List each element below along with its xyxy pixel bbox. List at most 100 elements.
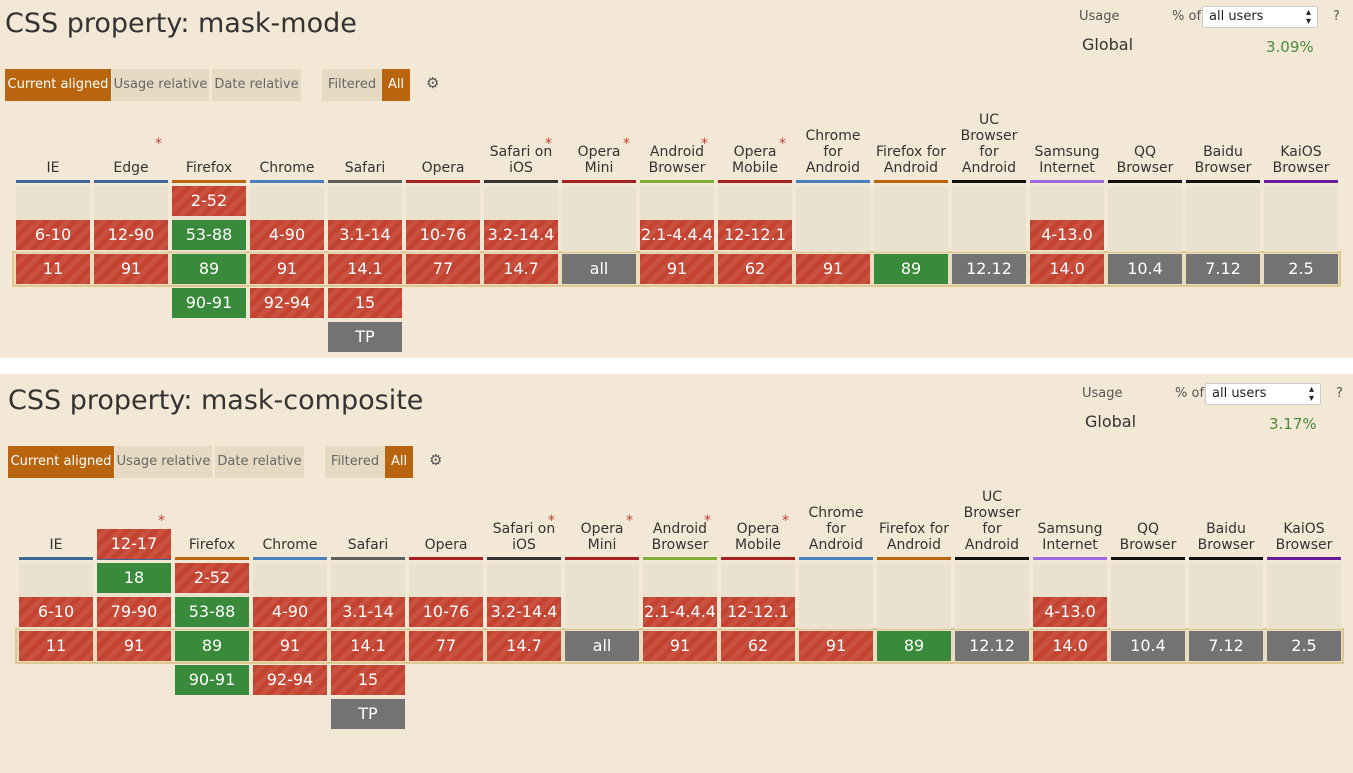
version-cell[interactable]: 91 — [97, 631, 171, 661]
version-cell[interactable]: 79-90 — [97, 597, 171, 627]
tab-usage-relative[interactable]: Usage relative — [115, 446, 212, 478]
version-cell[interactable]: 10-76 — [406, 220, 480, 250]
tab-usage-relative[interactable]: Usage relative — [112, 69, 209, 101]
version-cell[interactable]: TP — [331, 699, 405, 729]
version-cell[interactable]: 18 — [97, 563, 171, 593]
browser-name: Firefox — [185, 160, 233, 176]
asterisk-note-icon: * — [779, 136, 786, 152]
users-select[interactable]: all users ▴ ▾ — [1202, 6, 1318, 28]
tab-all[interactable]: All — [385, 446, 413, 478]
version-cell[interactable]: 91 — [643, 631, 717, 661]
version-cell[interactable]: 7.12 — [1186, 254, 1260, 284]
version-cell[interactable]: 89 — [874, 254, 948, 284]
version-cell[interactable]: 2.1-4.4.4 — [643, 597, 717, 627]
browser-name: Opera Mini — [577, 144, 621, 176]
version-cell[interactable]: 15 — [331, 665, 405, 695]
browser-name: Firefox for Android — [875, 144, 947, 176]
help-icon[interactable]: ? — [1336, 386, 1343, 401]
version-cell[interactable]: 12.12 — [955, 631, 1029, 661]
version-cell[interactable]: 14.0 — [1033, 631, 1107, 661]
version-cell[interactable]: 12-12.1 — [721, 597, 795, 627]
version-cell[interactable]: 3.1-14 — [331, 597, 405, 627]
asterisk-note-icon: * — [626, 513, 633, 529]
gear-icon[interactable]: ⚙ — [429, 451, 443, 469]
version-cell[interactable]: 10.4 — [1111, 631, 1185, 661]
global-usage-percent: 3.17% — [1269, 415, 1317, 433]
version-cell[interactable]: 4-13.0 — [1030, 220, 1104, 250]
help-icon[interactable]: ? — [1333, 9, 1340, 24]
browser-color-bar — [175, 557, 249, 560]
version-cell[interactable]: 77 — [406, 254, 480, 284]
tab-current-aligned[interactable]: Current aligned — [8, 446, 114, 478]
browser-name: Opera — [421, 160, 465, 176]
browser-color-bar — [718, 180, 792, 183]
version-cell[interactable]: 90-91 — [175, 665, 249, 695]
version-cell[interactable]: 91 — [253, 631, 327, 661]
version-cell[interactable]: 53-88 — [175, 597, 249, 627]
version-cell[interactable]: 15 — [328, 288, 402, 318]
version-cell[interactable]: 3.2-14.4 — [487, 597, 561, 627]
version-cell[interactable]: 91 — [640, 254, 714, 284]
version-cell[interactable]: 14.7 — [484, 254, 558, 284]
version-cell[interactable]: 2-52 — [172, 186, 246, 216]
version-cell[interactable]: 6-10 — [19, 597, 93, 627]
version-cell[interactable]: 7.12 — [1189, 631, 1263, 661]
browser-color-bar — [16, 180, 90, 183]
users-select[interactable]: all users ▴ ▾ — [1205, 383, 1321, 405]
version-cell[interactable]: 89 — [877, 631, 951, 661]
version-cell[interactable]: 91 — [799, 631, 873, 661]
feature-panel: CSS property: mask-composite Usage% of all… — [0, 374, 1353, 773]
version-cell[interactable]: 2.1-4.4.4 — [640, 220, 714, 250]
browser-header: Opera Mini * — [562, 112, 636, 176]
version-cell[interactable]: 12-12.1 — [718, 220, 792, 250]
version-cell[interactable]: 2-52 — [175, 563, 249, 593]
version-cell[interactable]: 89 — [172, 254, 246, 284]
version-cell[interactable]: 4-90 — [250, 220, 324, 250]
version-cell[interactable]: 90-91 — [172, 288, 246, 318]
version-cell[interactable]: 53-88 — [172, 220, 246, 250]
version-cell[interactable]: 3.2-14.4 — [484, 220, 558, 250]
version-cell[interactable]: 91 — [250, 254, 324, 284]
browser-header: Safari on iOS * — [484, 112, 558, 176]
version-cell[interactable]: 14.0 — [1030, 254, 1104, 284]
version-cell[interactable]: 4-13.0 — [1033, 597, 1107, 627]
version-cell[interactable]: 11 — [16, 254, 90, 284]
version-cell[interactable]: 62 — [721, 631, 795, 661]
version-cell[interactable]: 14.1 — [328, 254, 402, 284]
version-cell[interactable]: 89 — [175, 631, 249, 661]
version-cell[interactable]: 12-17 — [97, 529, 171, 559]
tab-date-relative[interactable]: Date relative — [215, 446, 304, 478]
version-cell[interactable]: 91 — [94, 254, 168, 284]
version-cell[interactable]: 12-90 — [94, 220, 168, 250]
version-cell[interactable]: 2.5 — [1267, 631, 1341, 661]
version-cell[interactable]: 92-94 — [250, 288, 324, 318]
browser-color-bar — [1264, 180, 1338, 183]
tab-filtered[interactable]: Filtered — [325, 446, 385, 478]
tab-date-relative[interactable]: Date relative — [212, 69, 301, 101]
version-cell[interactable]: 62 — [718, 254, 792, 284]
version-cell[interactable]: 10-76 — [409, 597, 483, 627]
version-cell[interactable]: 12.12 — [952, 254, 1026, 284]
version-cell[interactable]: 14.7 — [487, 631, 561, 661]
version-cell[interactable]: 2.5 — [1264, 254, 1338, 284]
version-cell[interactable]: 4-90 — [253, 597, 327, 627]
feature-title: CSS property: mask-mode — [5, 8, 357, 39]
browser-header: Edge * — [94, 112, 168, 176]
version-cell[interactable]: 14.1 — [331, 631, 405, 661]
version-cell[interactable]: 77 — [409, 631, 483, 661]
browser-name: Baidu Browser — [1197, 521, 1255, 553]
version-cell[interactable]: 91 — [796, 254, 870, 284]
version-cell[interactable]: all — [565, 631, 639, 661]
version-cell[interactable]: 11 — [19, 631, 93, 661]
browser-header: QQ Browser — [1108, 112, 1182, 176]
tab-current-aligned[interactable]: Current aligned — [5, 69, 111, 101]
tab-all[interactable]: All — [382, 69, 410, 101]
version-cell[interactable]: 6-10 — [16, 220, 90, 250]
version-cell[interactable]: all — [562, 254, 636, 284]
version-cell[interactable]: 92-94 — [253, 665, 327, 695]
version-cell[interactable]: TP — [328, 322, 402, 352]
version-cell[interactable]: 3.1-14 — [328, 220, 402, 250]
gear-icon[interactable]: ⚙ — [426, 74, 440, 92]
tab-filtered[interactable]: Filtered — [322, 69, 382, 101]
version-cell[interactable]: 10.4 — [1108, 254, 1182, 284]
